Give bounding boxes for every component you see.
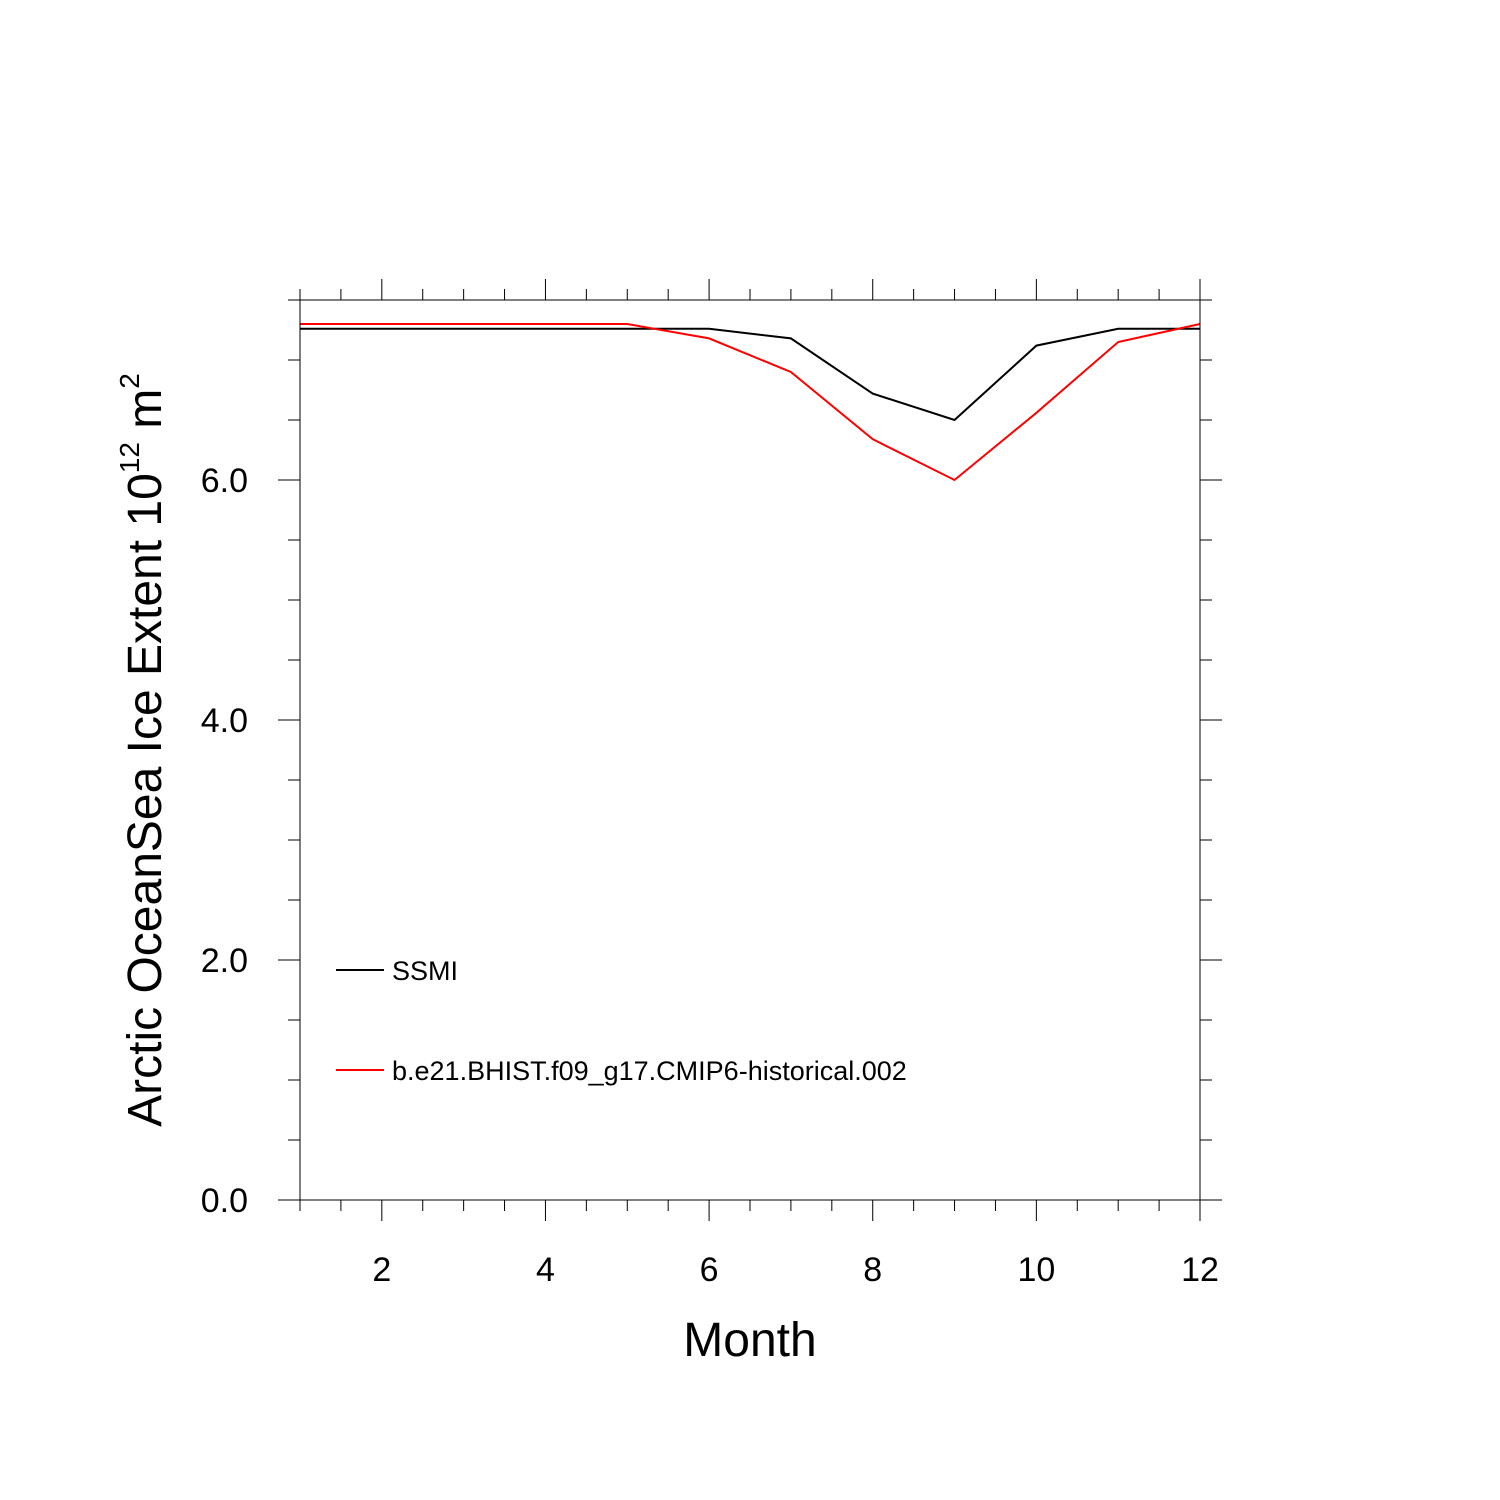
legend: SSMI b.e21.BHIST.f09_g17.CMIP6-historical…	[336, 956, 907, 1086]
y-tick-label: 4.0	[201, 702, 248, 740]
x-tick-label: 10	[1017, 1251, 1055, 1289]
x-axis-title: Month	[683, 1314, 816, 1367]
x-tick-label: 2	[372, 1251, 391, 1289]
x-tick-label: 8	[863, 1251, 882, 1289]
tick-labels: 2 4 6 8 10 12 0.0 2.0 4.0 6.0	[201, 462, 1219, 1289]
y-tick-label: 6.0	[201, 462, 248, 500]
plot-frame	[299, 299, 1201, 1201]
series-line-1	[300, 327, 1200, 422]
series-line-2	[300, 323, 1201, 482]
y-tick-label: 0.0	[201, 1182, 248, 1220]
y-tick-label: 2.0	[201, 942, 248, 980]
y-axis-title-unit-exponent: 2	[114, 373, 145, 389]
y-axis-title-exponent: 12	[114, 442, 145, 473]
legend-label: b.e21.BHIST.f09_g17.CMIP6-historical.002	[392, 1056, 907, 1086]
legend-label: SSMI	[392, 956, 458, 986]
series-lines	[300, 323, 1201, 482]
y-axis-title-unit: m	[119, 389, 172, 442]
y-axis-title: Arctic OceanSea Ice Extent 1012 m2	[114, 373, 172, 1127]
axis-ticks	[278, 279, 1222, 1221]
y-axis-title-base: Arctic OceanSea Ice Extent 10	[119, 473, 172, 1127]
x-tick-label: 12	[1181, 1251, 1219, 1289]
x-tick-label: 4	[536, 1251, 555, 1289]
x-tick-label: 6	[700, 1251, 719, 1289]
